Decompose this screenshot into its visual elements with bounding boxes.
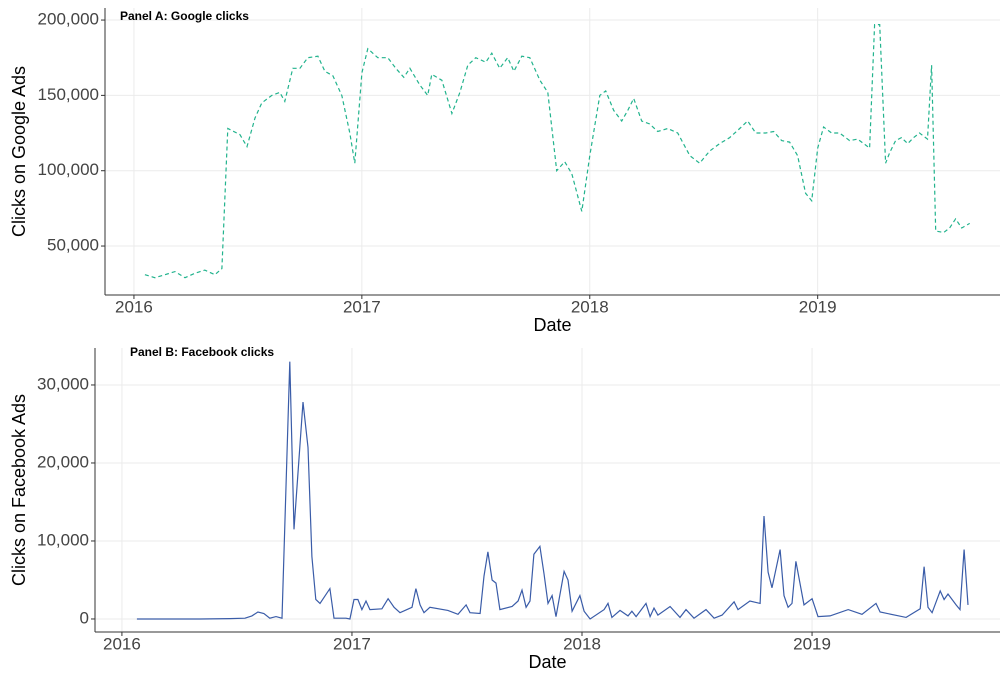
- x-axis-title: Date: [528, 652, 566, 672]
- y-tick-label: 100,000: [38, 160, 99, 179]
- panel-title: Panel A: Google clicks: [120, 9, 249, 23]
- data-line: [136, 361, 969, 620]
- x-tick-label: 2018: [571, 297, 609, 316]
- y-tick-label: 150,000: [38, 85, 99, 104]
- y-tick-label: 20,000: [37, 452, 89, 471]
- x-tick-label: 2019: [793, 634, 831, 653]
- y-tick-label: 0: [80, 608, 89, 627]
- x-tick-label: 2017: [343, 297, 381, 316]
- x-axis-title: Date: [533, 315, 571, 335]
- data-line: [144, 24, 970, 279]
- panel-title: Panel B: Facebook clicks: [130, 345, 274, 359]
- x-tick-label: 2018: [563, 634, 601, 653]
- x-tick-label: 2017: [333, 634, 371, 653]
- x-tick-label: 2016: [103, 634, 141, 653]
- y-axis-title: Clicks on Facebook Ads: [9, 394, 29, 586]
- y-tick-label: 50,000: [47, 236, 99, 255]
- x-tick-label: 2016: [115, 297, 153, 316]
- y-tick-label: 10,000: [37, 530, 89, 549]
- y-tick-label: 30,000: [37, 374, 89, 393]
- y-axis-title: Clicks on Google Ads: [9, 66, 29, 237]
- y-tick-label: 200,000: [38, 10, 99, 29]
- x-tick-label: 2019: [799, 297, 837, 316]
